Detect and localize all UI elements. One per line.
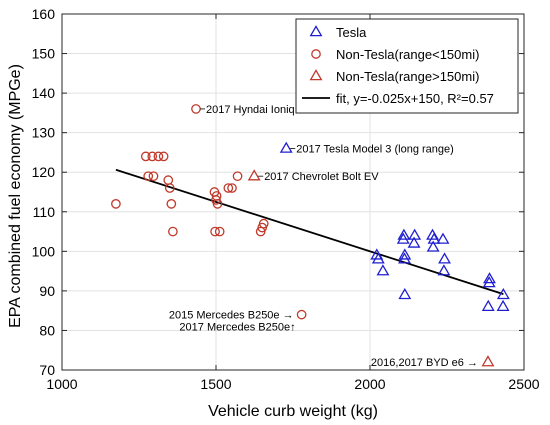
data-point-series-0 bbox=[481, 299, 495, 312]
x-tick-label: 1000 bbox=[46, 376, 77, 392]
data-point-series-1 bbox=[140, 151, 151, 162]
data-point-series-1 bbox=[223, 183, 234, 193]
data-point-series-1 bbox=[232, 171, 243, 182]
data-point-series-0 bbox=[496, 299, 510, 312]
legend-label: Non-Tesla(range>150mi) bbox=[336, 69, 479, 84]
y-tick-label: 110 bbox=[33, 204, 56, 220]
annotation-label: 2016,2017 BYD e6 → bbox=[371, 357, 478, 369]
y-tick-label: 80 bbox=[39, 322, 55, 338]
data-point-series-1 bbox=[210, 226, 220, 237]
y-tick-label: 90 bbox=[39, 283, 55, 299]
data-point-series-0 bbox=[496, 287, 510, 300]
legend-label: Tesla bbox=[336, 25, 367, 40]
annotation-label: 2017 Chevrolet Bolt EV bbox=[264, 171, 379, 183]
y-tick-label: 150 bbox=[32, 46, 56, 62]
data-point-series-0 bbox=[407, 236, 421, 248]
data-point-series-1 bbox=[168, 226, 178, 237]
data-point-series-0 bbox=[279, 141, 293, 153]
data-point-series-1 bbox=[166, 199, 177, 209]
legend-swatch bbox=[309, 25, 323, 37]
data-point-series-1 bbox=[227, 183, 237, 193]
y-tick-label: 70 bbox=[39, 362, 55, 378]
x-tick-label: 2500 bbox=[508, 376, 539, 392]
y-tick-label: 140 bbox=[32, 85, 56, 101]
legend-label: Non-Tesla(range<150mi) bbox=[336, 47, 479, 62]
data-point-series-1 bbox=[148, 171, 159, 182]
data-point-series-0 bbox=[437, 264, 451, 276]
data-point-series-1 bbox=[143, 171, 154, 182]
data-point-series-1 bbox=[212, 199, 223, 209]
data-point-series-0 bbox=[398, 248, 412, 260]
data-point-series-0 bbox=[482, 276, 496, 288]
legend-swatch bbox=[311, 49, 321, 59]
y-axis-label: EPA combined fuel economy (MPGe) bbox=[7, 64, 24, 328]
y-tick-label: 130 bbox=[32, 125, 56, 141]
data-point-series-0 bbox=[483, 272, 496, 284]
legend-swatch bbox=[309, 69, 323, 81]
data-point-series-0 bbox=[398, 287, 412, 300]
data-point-series-0 bbox=[371, 252, 385, 264]
data-point-series-1 bbox=[164, 183, 175, 193]
data-point-series-1 bbox=[258, 218, 269, 229]
data-point-series-0 bbox=[438, 252, 451, 264]
data-point-series-1 bbox=[214, 226, 225, 237]
legend-box bbox=[295, 18, 519, 114]
y-tick-label: 120 bbox=[32, 164, 56, 180]
x-tick-label: 2000 bbox=[354, 376, 385, 392]
data-point-series-0 bbox=[376, 264, 390, 276]
data-point-series-2 bbox=[481, 355, 495, 367]
annotation-label: 2017 Tesla Model 3 (long range) bbox=[296, 143, 454, 155]
x-tick-label: 1500 bbox=[200, 376, 231, 392]
data-point-series-2 bbox=[247, 169, 261, 181]
data-point-series-0 bbox=[436, 232, 450, 244]
data-point-series-1 bbox=[153, 151, 164, 162]
y-tick-label: 160 bbox=[32, 6, 56, 22]
data-point-series-1 bbox=[111, 199, 121, 209]
data-point-series-1 bbox=[147, 151, 158, 162]
data-point-series-0 bbox=[426, 240, 440, 252]
axes: 1000 1500 2000 2500 70 80 90 100 110 120 130 140 150… bbox=[32, 6, 540, 392]
data-point-series-0 bbox=[398, 252, 411, 264]
data-points bbox=[111, 104, 510, 367]
annotation-label: 2015 Mercedes B250e → bbox=[169, 310, 294, 322]
data-point-series-1 bbox=[296, 309, 307, 320]
data-point-series-0 bbox=[396, 232, 410, 244]
legend-label: fit, y=-0.025x+150, R²=0.57 bbox=[336, 91, 494, 106]
x-axis-label: Vehicle curb weight (kg) bbox=[208, 403, 378, 420]
data-point-series-1 bbox=[158, 151, 169, 162]
axes-frame bbox=[61, 13, 525, 371]
y-tick-label: 100 bbox=[32, 243, 56, 259]
annotation-label: 2017 Mercedes B250e↑ bbox=[179, 322, 295, 334]
data-point-series-0 bbox=[408, 228, 422, 240]
data-point-series-0 bbox=[397, 228, 411, 240]
data-point-series-0 bbox=[427, 232, 441, 244]
legend: Tesla Non-Tesla(range<150mi) Non-Tesla(ran… bbox=[295, 18, 519, 114]
